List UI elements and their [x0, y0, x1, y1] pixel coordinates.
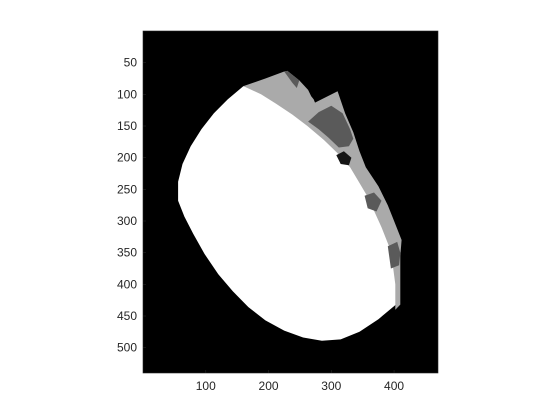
dark-gray-top-5	[284, 70, 300, 88]
axes-frame	[142, 30, 439, 374]
y-tick-label: 200	[117, 151, 137, 165]
y-axis: 50 100 150 200 250 300 350 400 450 500	[117, 56, 146, 355]
y-tick-label: 450	[117, 309, 137, 323]
y-tick-label: 100	[117, 87, 137, 101]
x-axis: 100 200 300 400	[196, 370, 404, 393]
y-tick-label: 150	[117, 119, 137, 133]
axes	[142, 30, 439, 374]
y-tick-label: 350	[117, 246, 137, 260]
dark-gray-patches-3-4	[387, 241, 401, 269]
y-tick-label: 300	[117, 214, 137, 228]
y-tick-label: 50	[124, 56, 138, 70]
dark-gray-patches-2-3	[364, 192, 382, 212]
y-tick-label: 500	[117, 341, 137, 355]
y-tick-label: 250	[117, 182, 137, 196]
dark-gray-patches-2	[308, 105, 354, 148]
x-tick-label: 100	[196, 379, 216, 393]
x-tick-label: 300	[321, 379, 341, 393]
white-disc-region-0	[178, 86, 397, 341]
x-tick-label: 400	[384, 379, 404, 393]
y-tick-label: 400	[117, 277, 137, 291]
black-gap-6	[336, 151, 352, 166]
x-tick-label: 200	[259, 379, 279, 393]
image-regions	[178, 70, 402, 341]
